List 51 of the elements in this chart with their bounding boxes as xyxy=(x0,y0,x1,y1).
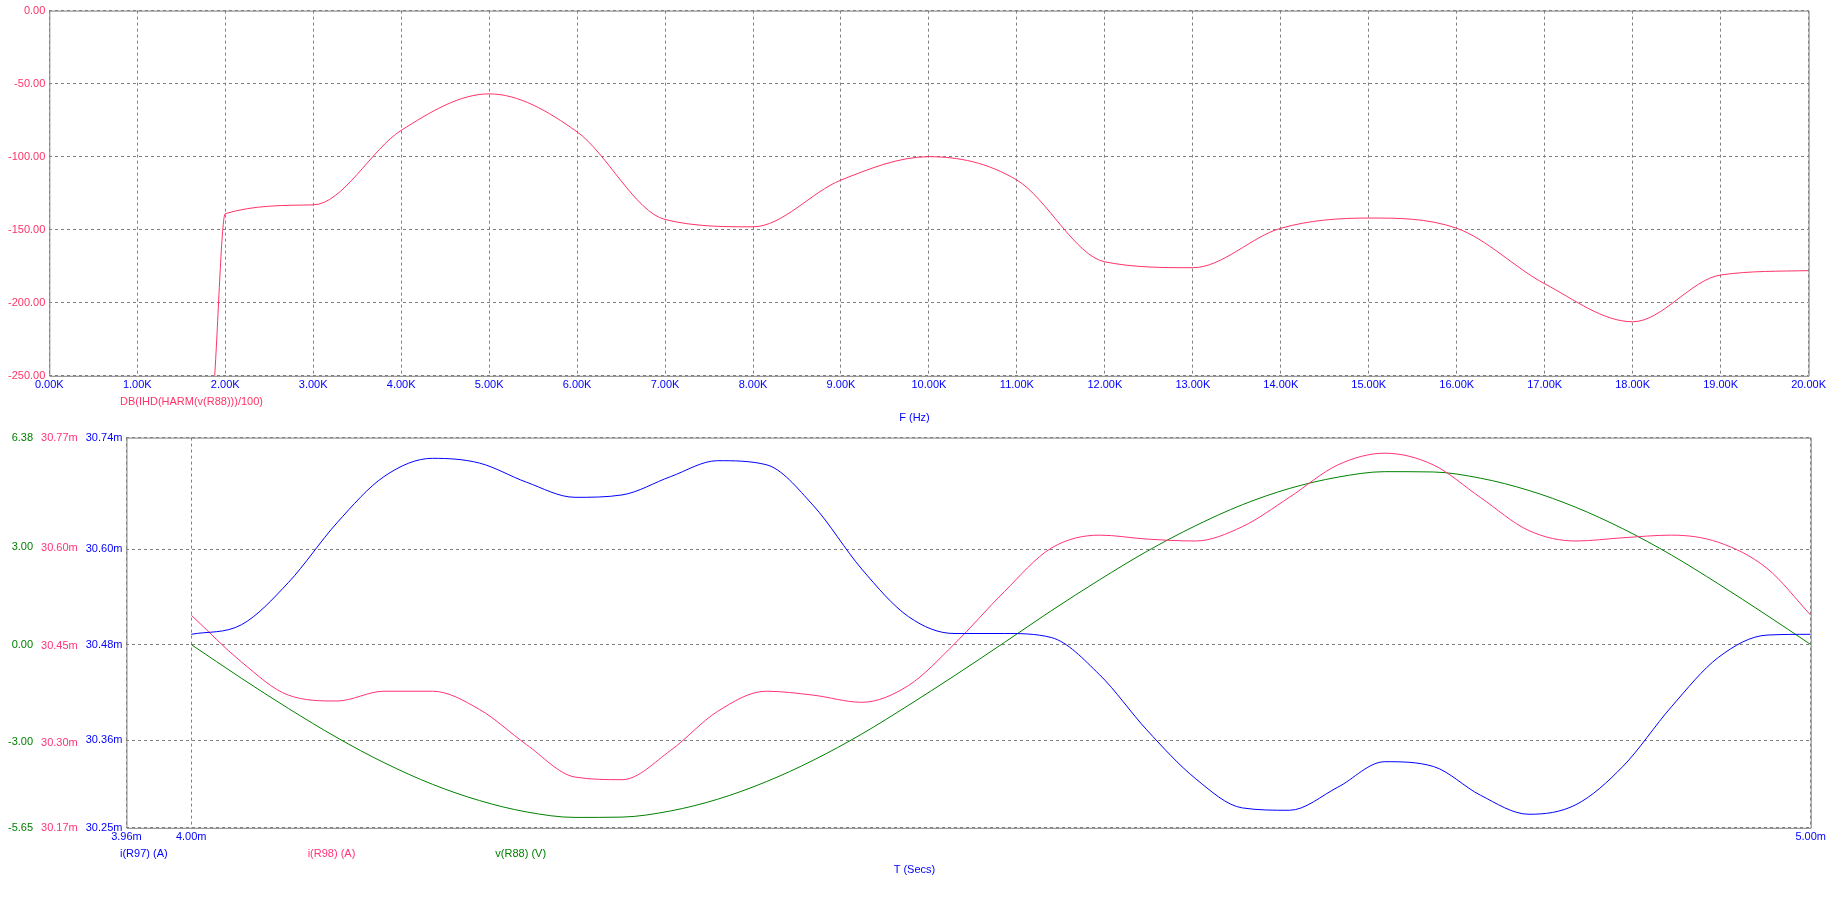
x-tick-label: 14.00K xyxy=(1263,378,1299,391)
x-tick-label: 4.00m xyxy=(175,830,207,843)
y-tick-label: -50.00 xyxy=(14,76,46,89)
y2-tick-label: 30.60m xyxy=(41,541,78,554)
y-tick-label: 30.74m xyxy=(85,430,123,443)
y-tick-label: 30.25m xyxy=(85,820,123,833)
x-tick-label: 17.00K xyxy=(1527,378,1563,391)
y3-tick-label: -3.00 xyxy=(7,734,34,747)
y-tick-label: -250.00 xyxy=(8,368,46,381)
line-series xyxy=(214,93,1809,376)
x-tick-label: 10.00K xyxy=(911,378,948,391)
y-tick-label: 0.00 xyxy=(23,3,46,16)
y3-tick-label: 6.38 xyxy=(11,430,34,443)
y-tick-label: -200.00 xyxy=(8,295,46,308)
y2-tick-label: 30.45m xyxy=(41,638,78,651)
x-tick-label: 12.00K xyxy=(1087,378,1123,391)
y2-tick-label: 30.17m xyxy=(41,820,78,833)
x-tick-label: 15.00K xyxy=(1351,378,1387,391)
y-tick-label: 30.36m xyxy=(85,733,123,746)
x-tick-label: 13.00K xyxy=(1175,378,1211,391)
x-tick-label: 11.00K xyxy=(999,378,1035,391)
x-tick-label: 8.00K xyxy=(738,378,769,391)
y-tick-label: 30.48m xyxy=(85,637,123,650)
x-tick-label: 1.00K xyxy=(122,378,153,391)
y-tick-label: -100.00 xyxy=(8,149,46,162)
x-tick-label: 19.00K xyxy=(1703,378,1739,391)
text: v(R88) (V) xyxy=(495,847,547,859)
x-tick-label: 4.00K xyxy=(386,378,417,391)
y2-tick-label: 30.30m xyxy=(41,736,78,749)
y-tick-label: -150.00 xyxy=(8,222,46,235)
text: i(R97) (A) xyxy=(120,847,168,859)
x-tick-label: 20.00K xyxy=(1791,378,1827,391)
x-tick-label: 7.00K xyxy=(650,378,681,391)
text: i(R98) (A) xyxy=(307,847,356,859)
x-tick-label: 6.00K xyxy=(562,378,593,391)
x-tick-label: 18.00K xyxy=(1615,378,1651,391)
x-tick-label: 16.00K xyxy=(1439,378,1475,391)
x-tick-label: 5.00m xyxy=(1795,830,1826,843)
y3-tick-label: 3.00 xyxy=(11,540,34,553)
y3-tick-label: -5.65 xyxy=(7,820,34,833)
x-tick-label: 0.00K xyxy=(34,378,65,391)
text: DB(IHD(HARM(v(R88)))/100) xyxy=(120,395,264,407)
x-axis-title: F (Hz) xyxy=(898,411,931,425)
y2-tick-label: 30.77m xyxy=(41,430,78,443)
x-axis-title: T (Secs) xyxy=(892,863,937,877)
x-tick-label: 9.00K xyxy=(826,378,857,391)
x-tick-label: 5.00K xyxy=(474,378,505,391)
y-tick-label: 30.60m xyxy=(85,542,123,555)
x-tick-label: 3.96m xyxy=(111,830,142,843)
x-tick-label: 2.00K xyxy=(210,378,241,391)
x-tick-label: 3.00K xyxy=(298,378,329,391)
